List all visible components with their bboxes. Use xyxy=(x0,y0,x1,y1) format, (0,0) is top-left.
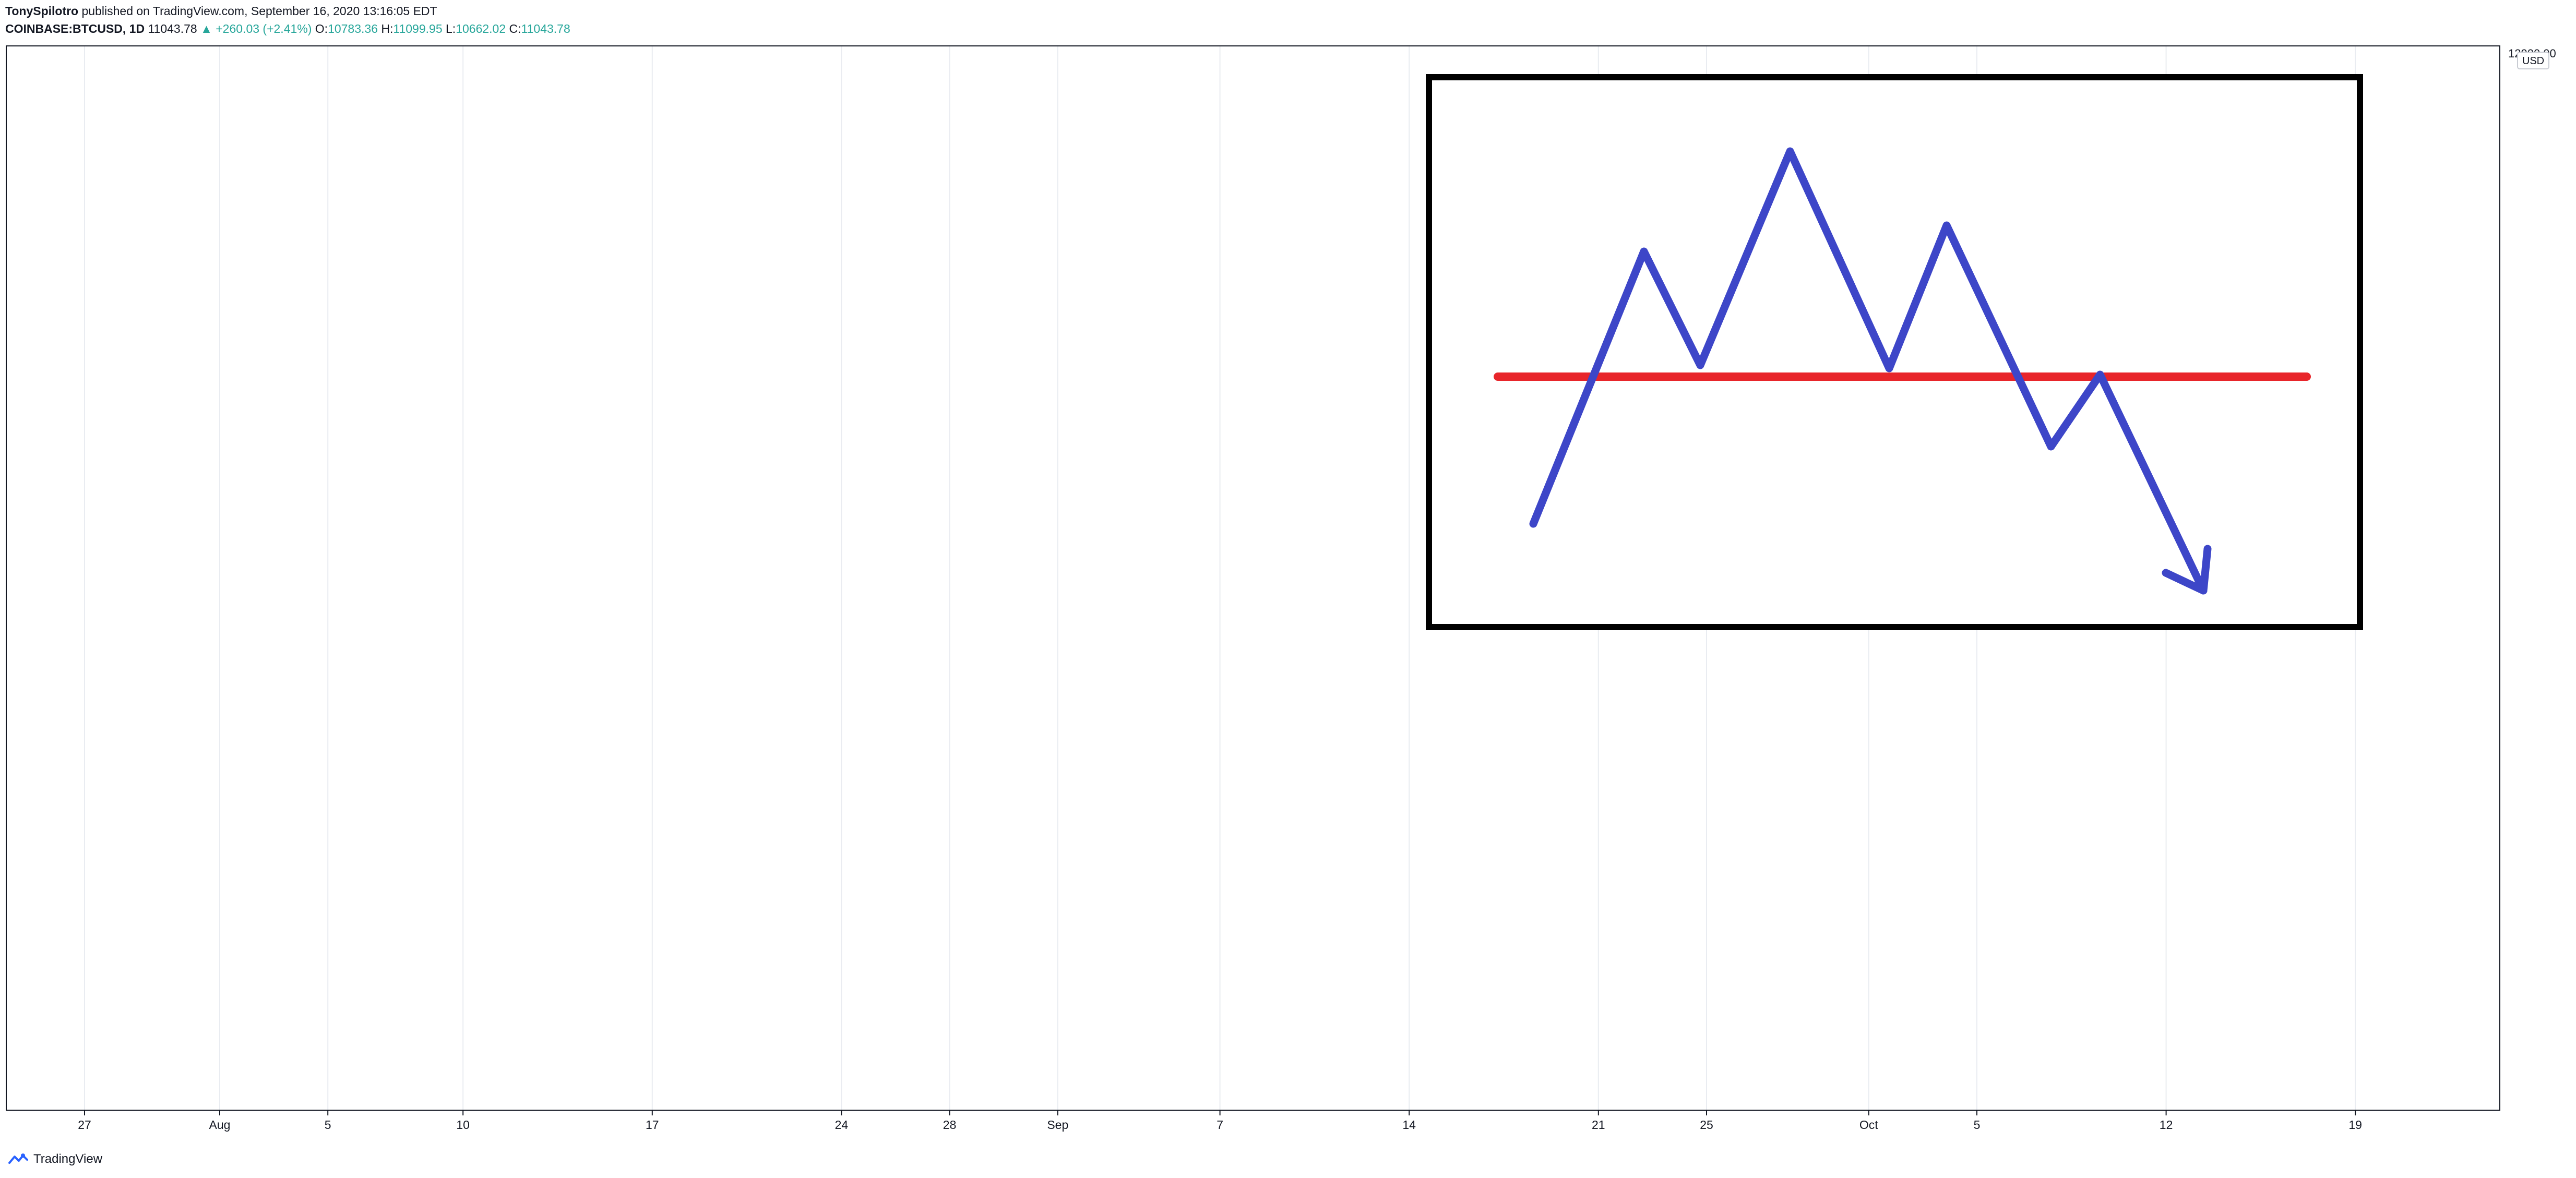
ohlc-legend: COINBASE:BTCUSD, 1D 11043.78 ▲ +260.03 (… xyxy=(5,22,570,36)
inset-arrow-head xyxy=(2162,545,2212,595)
up-arrow-icon: ▲ xyxy=(200,22,212,35)
time-tick-label: Oct xyxy=(1859,1118,1878,1132)
currency-label: USD xyxy=(2522,55,2544,67)
open-label: O: xyxy=(315,22,328,35)
currency-badge[interactable]: USD xyxy=(2517,52,2549,69)
inset-price-path xyxy=(1529,147,2208,595)
chart-header: TonySpilotro published on TradingView.co… xyxy=(0,0,2576,42)
time-tick-label: 7 xyxy=(1217,1118,1223,1132)
close-value: 11043.78 xyxy=(521,22,570,35)
author-name[interactable]: TonySpilotro xyxy=(5,4,79,18)
tradingview-brand: TradingView xyxy=(33,1152,103,1166)
high-value: 11099.95 xyxy=(393,22,443,35)
price-axis[interactable]: 10070.0010150.0010230.0010320.0010420.00… xyxy=(2499,0,2556,1110)
time-tick-label: 28 xyxy=(943,1118,957,1132)
close-label: C: xyxy=(509,22,521,35)
low-value: 10662.02 xyxy=(456,22,506,35)
publish-date: published on TradingView.com, September … xyxy=(81,4,437,18)
publish-info: TonySpilotro published on TradingView.co… xyxy=(5,4,437,18)
open-value: 10783.36 xyxy=(328,22,378,35)
price-change: +260.03 (+2.41%) xyxy=(216,22,312,35)
time-tick-label: Aug xyxy=(209,1118,231,1132)
time-tick-label: 24 xyxy=(835,1118,849,1132)
time-tick-label: 21 xyxy=(1592,1118,1605,1132)
time-tick-label: 10 xyxy=(456,1118,470,1132)
tradingview-logo-icon xyxy=(8,1153,28,1164)
last-price: 11043.78 xyxy=(148,22,197,35)
symbol-label[interactable]: COINBASE:BTCUSD, 1D xyxy=(5,22,145,35)
time-tick-label: 5 xyxy=(325,1118,331,1132)
time-tick-label: Sep xyxy=(1047,1118,1068,1132)
high-label: H: xyxy=(381,22,393,35)
time-tick-label: 25 xyxy=(1700,1118,1713,1132)
time-tick-label: 17 xyxy=(646,1118,659,1132)
time-tick-label: 27 xyxy=(78,1118,91,1132)
tradingview-footer[interactable]: TradingView xyxy=(7,1150,102,1169)
time-axis[interactable]: 27 Aug 5 10 17 24 28 Sep 7 14 21 25 Oct 5 12 19 xyxy=(6,1110,2500,1132)
time-tick-label: 12 xyxy=(2160,1118,2173,1132)
low-label: L: xyxy=(446,22,456,35)
time-tick-label: 14 xyxy=(1402,1118,1416,1132)
time-tick-label: 5 xyxy=(1974,1118,1981,1132)
pattern-sketch-inset xyxy=(1426,74,2363,630)
time-tick-label: 19 xyxy=(2348,1118,2362,1132)
